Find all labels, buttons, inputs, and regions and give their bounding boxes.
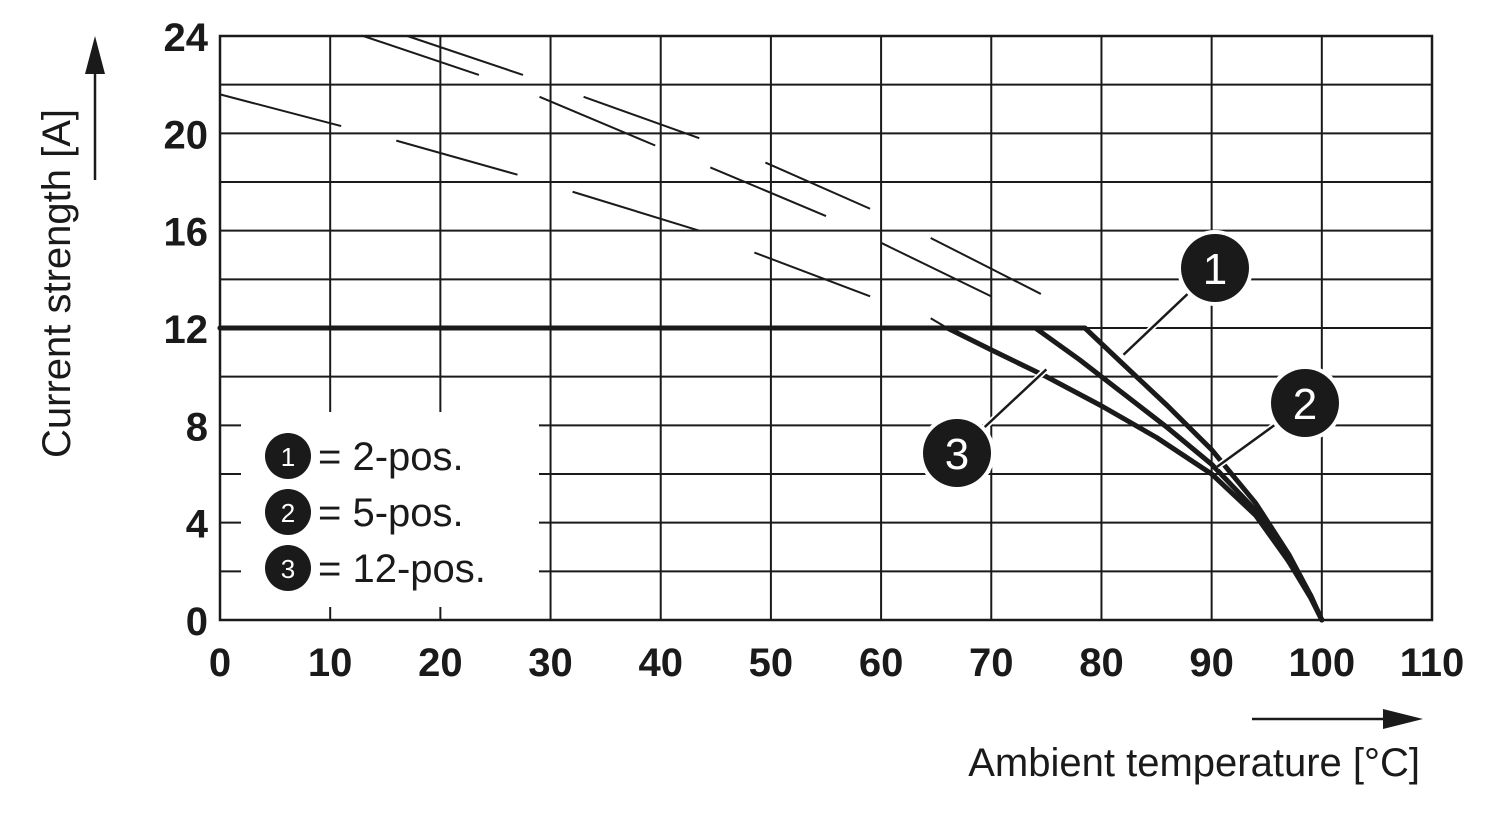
callout-marker-1	[1181, 234, 1249, 302]
background-dash	[406, 35, 524, 76]
series-line-3	[217, 325, 1325, 623]
background-dash	[572, 190, 700, 232]
legend-items: 1 = 2-pos. 2 = 5-pos. 3 = 12-pos.	[265, 433, 486, 591]
x-tick-label: 60	[859, 641, 904, 685]
x-tick-label: 110	[1400, 641, 1465, 685]
x-tick-label: 80	[1079, 641, 1124, 685]
background-dash-pattern	[219, 35, 1042, 329]
legend-marker-2	[265, 489, 311, 535]
background-dash	[583, 95, 700, 140]
callout-marker-2	[1271, 369, 1339, 437]
y-tick-label: 20	[164, 113, 209, 157]
legend-marker-1	[265, 433, 311, 479]
series-layer	[217, 325, 1325, 623]
y-axis-label: Current strength [A]	[35, 109, 79, 458]
x-axis-arrow	[1252, 709, 1423, 729]
legend: 1 = 2-pos. 2 = 5-pos. 3 = 12-pos.	[241, 412, 539, 607]
background-dash	[362, 35, 480, 76]
background-dash	[764, 161, 871, 210]
legend-entry-label: = 5-pos.	[318, 491, 464, 535]
background-dash	[539, 95, 656, 147]
x-tick-label: 90	[1189, 641, 1234, 685]
legend-marker-label: 3	[281, 554, 295, 584]
y-tick-label: 12	[164, 308, 209, 352]
background-dash	[930, 237, 1042, 295]
legend-marker-label: 1	[281, 442, 295, 472]
x-tick-label: 20	[418, 641, 463, 685]
callout-label-2: 2	[1293, 380, 1317, 429]
x-tick-label: 0	[209, 641, 231, 685]
x-tick-label: 100	[1288, 641, 1355, 685]
grid-lines	[218, 34, 1434, 622]
series-callouts: 1 2 3	[919, 230, 1343, 491]
background-dash	[880, 241, 992, 298]
background-dash	[396, 139, 518, 176]
legend-entry-label: = 2-pos.	[318, 435, 464, 479]
x-tick-label: 10	[308, 641, 353, 685]
x-tick-label: 50	[749, 641, 794, 685]
x-tick-labels: 0 10 20 30 40 50 60 70 80 90 100 110	[209, 641, 1464, 685]
y-tick-label: 24	[164, 16, 209, 60]
callout-label-1: 1	[1203, 245, 1227, 294]
x-tick-label: 40	[638, 641, 683, 685]
background-dash	[709, 166, 827, 217]
x-tick-label: 70	[969, 641, 1014, 685]
x-axis-label: Ambient temperature [°C]	[968, 741, 1420, 785]
y-tick-labels: 0 4 8 12 16 20 24	[164, 16, 209, 644]
callout-marker-3	[923, 419, 991, 487]
y-tick-label: 4	[186, 503, 209, 547]
y-tick-label: 0	[186, 600, 208, 644]
background-dash	[754, 251, 871, 298]
background-dash	[219, 93, 342, 128]
y-axis-arrow	[85, 36, 105, 180]
legend-marker-label: 2	[281, 498, 295, 528]
legend-entry-label: = 12-pos.	[318, 547, 486, 591]
y-tick-label: 16	[164, 211, 209, 255]
legend-marker-3	[265, 545, 311, 591]
callout-label-3: 3	[945, 430, 969, 479]
y-tick-label: 8	[186, 405, 208, 449]
x-tick-label: 30	[528, 641, 573, 685]
